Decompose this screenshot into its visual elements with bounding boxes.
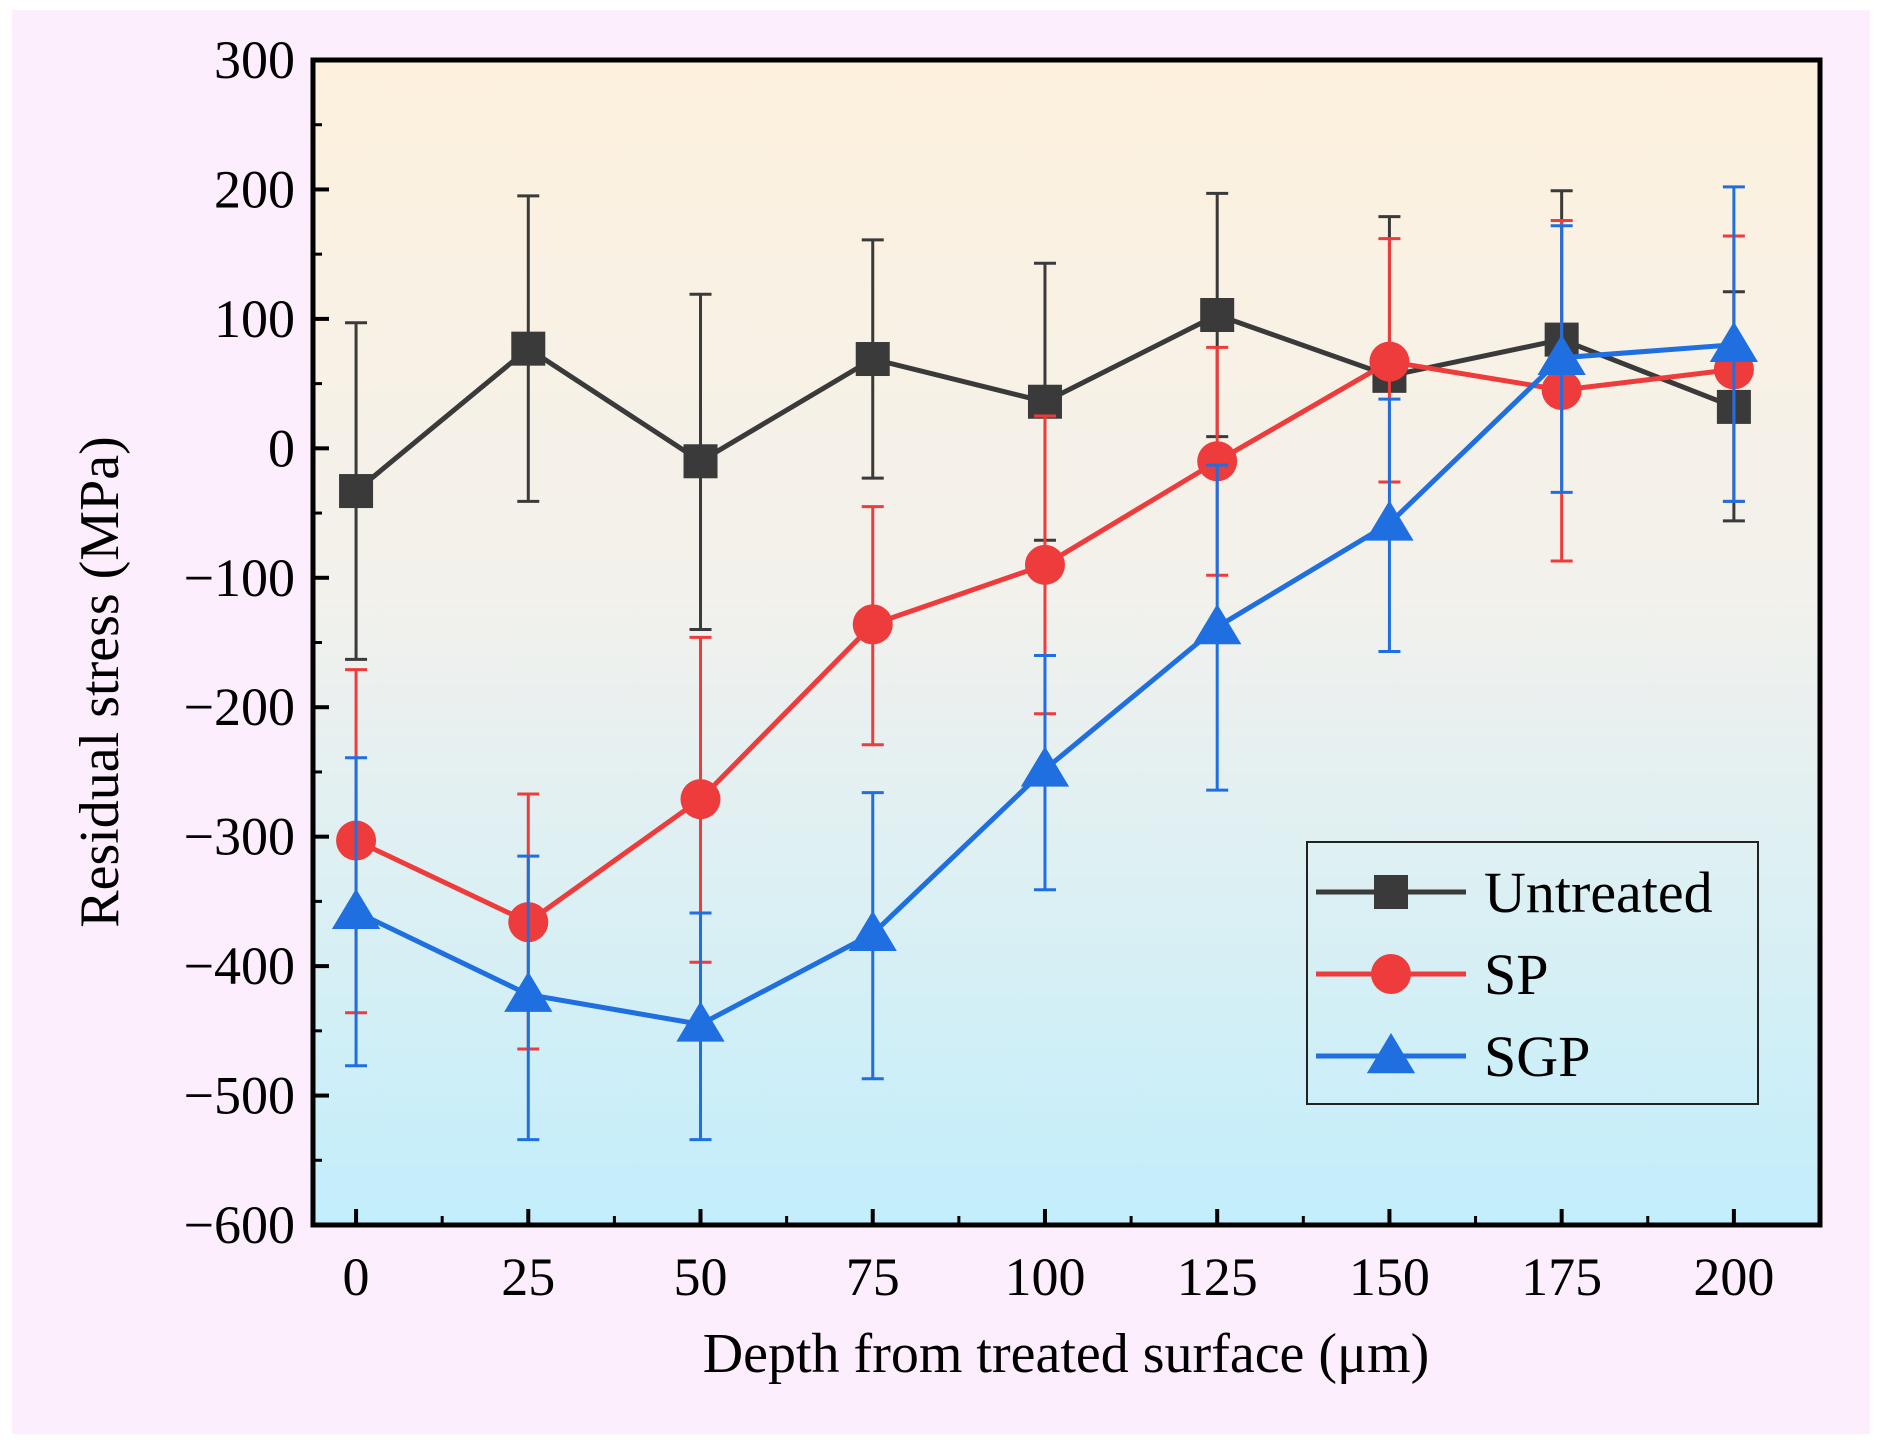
legend-marker-sp	[1371, 954, 1411, 994]
legend-entry-sgp: SGP	[1316, 1024, 1590, 1089]
x-tick-label-4: 100	[1004, 1247, 1085, 1307]
data-point-sgp-5	[1193, 603, 1242, 645]
series-sgp	[331, 185, 1759, 1142]
data-point-sgp-3	[848, 910, 897, 951]
legend: Untreated SP SGP	[1306, 841, 1759, 1105]
legend-label-sgp: SGP	[1484, 1024, 1590, 1089]
x-tick-label-0: 0	[343, 1247, 370, 1307]
data-point-sp-4	[1024, 544, 1065, 585]
y-tick-label-7: −400	[184, 936, 295, 996]
y-tick-label-5: −200	[184, 677, 295, 737]
legend-marker-untreated	[1374, 875, 1408, 909]
legend-entry-untreated: Untreated	[1316, 860, 1713, 925]
data-point-sgp-7	[1537, 334, 1586, 375]
y-tick-label-3: 0	[268, 418, 295, 478]
ticks-layer: 0 25 50 75 100 125 150 175 200 300 200 100 0 −100 −200…	[184, 30, 1775, 1307]
data-point-sgp-6	[1365, 500, 1414, 541]
x-tick-label-1: 25	[501, 1247, 555, 1307]
y-tick-label-0: 300	[214, 30, 295, 90]
data-point-sgp-0	[331, 888, 381, 929]
data-point-sgp-1	[504, 971, 553, 1012]
x-axis-title: Depth from treated surface (μm)	[703, 1323, 1430, 1385]
y-tick-label-6: −300	[184, 807, 295, 867]
x-tick-label-6: 150	[1349, 1247, 1430, 1307]
x-tick-label-5: 125	[1177, 1247, 1258, 1307]
x-tick-label-3: 75	[846, 1247, 900, 1307]
y-tick-label-9: −600	[184, 1195, 295, 1255]
data-point-sgp-8	[1709, 321, 1759, 363]
legend-entry-sp: SP	[1316, 942, 1549, 1007]
series-layer	[331, 185, 1759, 1142]
data-point-untreated-4	[1027, 384, 1062, 419]
legend-label-sp: SP	[1484, 942, 1549, 1007]
x-tick-label-7: 175	[1521, 1247, 1602, 1307]
x-tick-label-8: 200	[1693, 1247, 1774, 1307]
y-tick-label-1: 200	[214, 159, 295, 219]
data-point-untreated-1	[511, 331, 546, 366]
data-point-untreated-5	[1200, 298, 1235, 333]
data-point-sp-3	[852, 604, 893, 645]
legend-box	[1306, 841, 1759, 1105]
data-point-sp-5	[1197, 441, 1238, 482]
y-tick-label-8: −500	[184, 1066, 295, 1126]
plot-area	[313, 60, 1820, 1225]
data-point-sp-6	[1369, 341, 1410, 382]
y-axis-title: Residual stress (MPa)	[69, 436, 131, 928]
y-tick-label-2: 100	[214, 289, 295, 349]
legend-marker-sgp	[1366, 1033, 1416, 1074]
data-point-untreated-0	[339, 474, 374, 509]
data-point-sgp-4	[1020, 746, 1070, 787]
data-point-sgp-2	[676, 1001, 725, 1042]
y-tick-label-4: −100	[184, 548, 295, 608]
data-point-untreated-3	[855, 342, 890, 377]
legend-label-untreated: Untreated	[1484, 860, 1713, 925]
data-point-sp-2	[680, 779, 721, 820]
x-tick-label-2: 50	[674, 1247, 728, 1307]
data-point-untreated-2	[683, 444, 718, 479]
legend-entries: Untreated SP SGP	[1316, 860, 1713, 1089]
